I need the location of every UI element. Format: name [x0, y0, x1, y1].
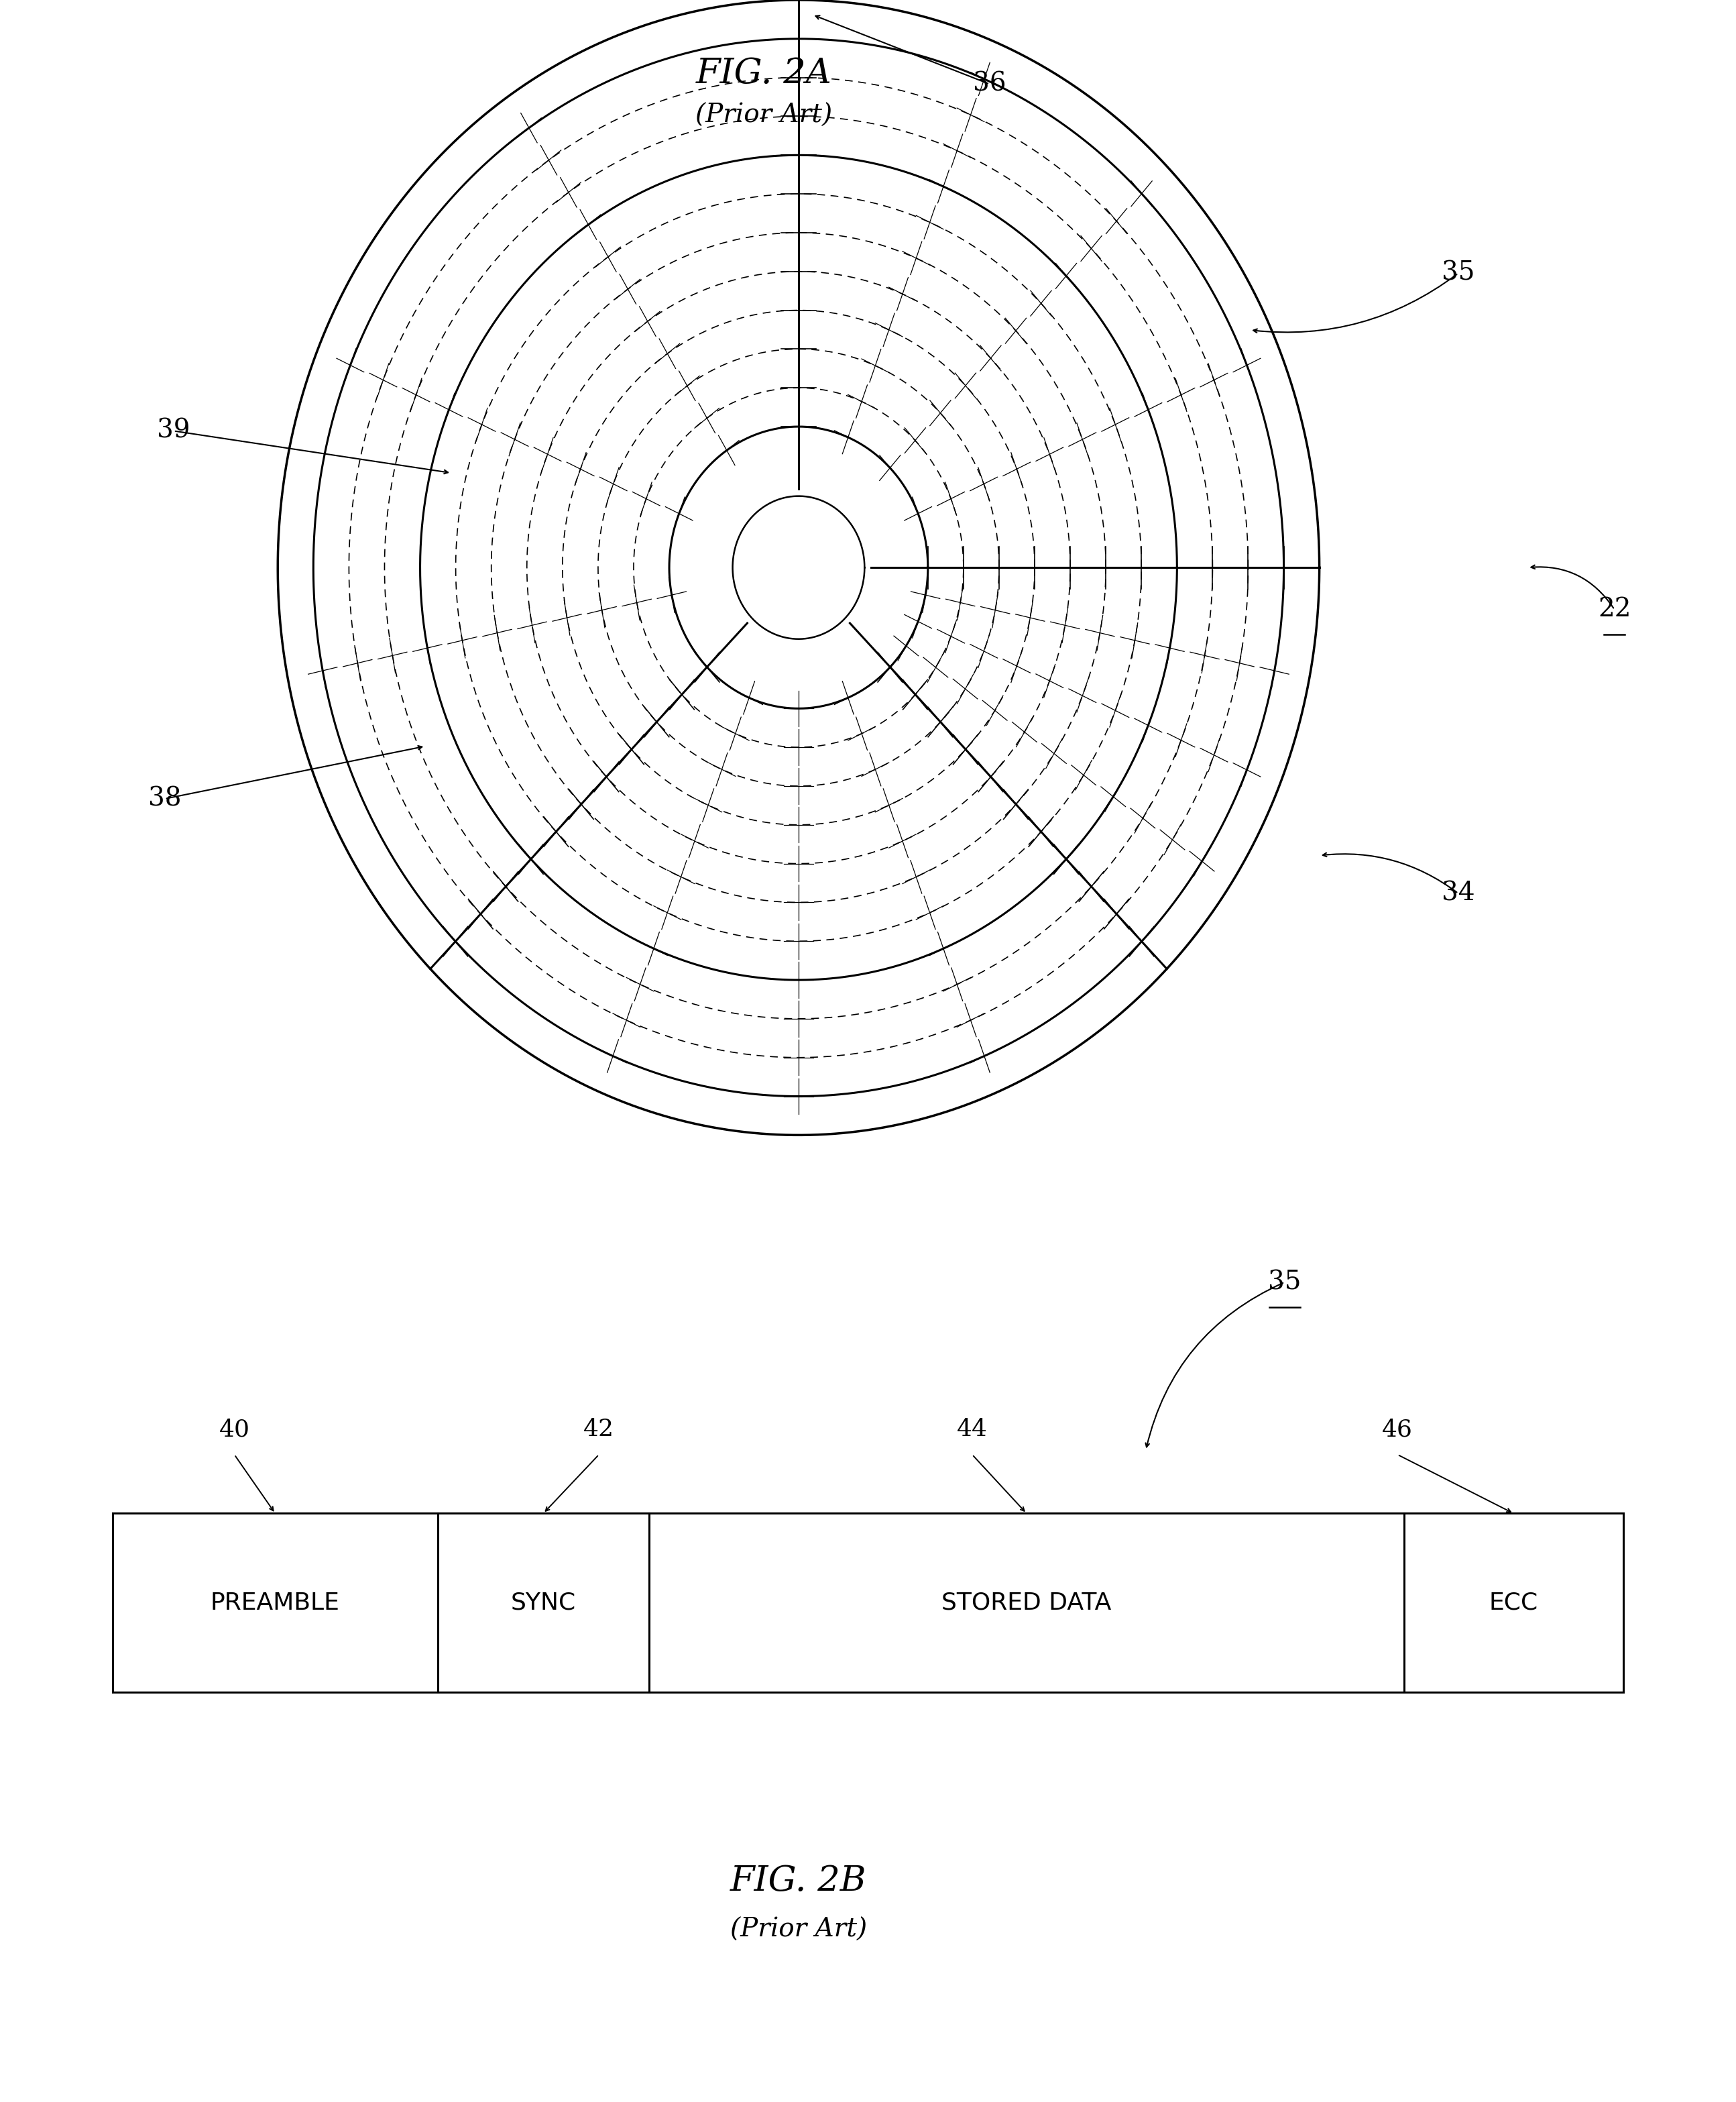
Text: STORED DATA: STORED DATA: [941, 1591, 1111, 1614]
Text: 38: 38: [148, 786, 182, 811]
Text: SYNC: SYNC: [510, 1591, 576, 1614]
Text: ECC: ECC: [1489, 1591, 1538, 1614]
Text: FIG. 2B: FIG. 2B: [731, 1864, 866, 1898]
Polygon shape: [733, 496, 865, 639]
Text: 39: 39: [156, 418, 191, 444]
Text: 34: 34: [1441, 881, 1476, 906]
Text: 44: 44: [957, 1419, 988, 1440]
Text: (Prior Art): (Prior Art): [696, 103, 832, 128]
Text: 36: 36: [972, 71, 1007, 97]
Text: 35: 35: [1441, 261, 1476, 286]
Text: PREAMBLE: PREAMBLE: [210, 1591, 340, 1614]
Text: 46: 46: [1382, 1419, 1413, 1440]
Bar: [113, 1513, 1623, 1692]
Text: (Prior Art): (Prior Art): [731, 1917, 866, 1942]
Text: 42: 42: [583, 1419, 615, 1440]
Text: 35: 35: [1267, 1270, 1302, 1295]
Text: FIG. 2A: FIG. 2A: [696, 57, 832, 90]
Text: 40: 40: [219, 1419, 250, 1440]
Text: 22: 22: [1597, 597, 1632, 622]
